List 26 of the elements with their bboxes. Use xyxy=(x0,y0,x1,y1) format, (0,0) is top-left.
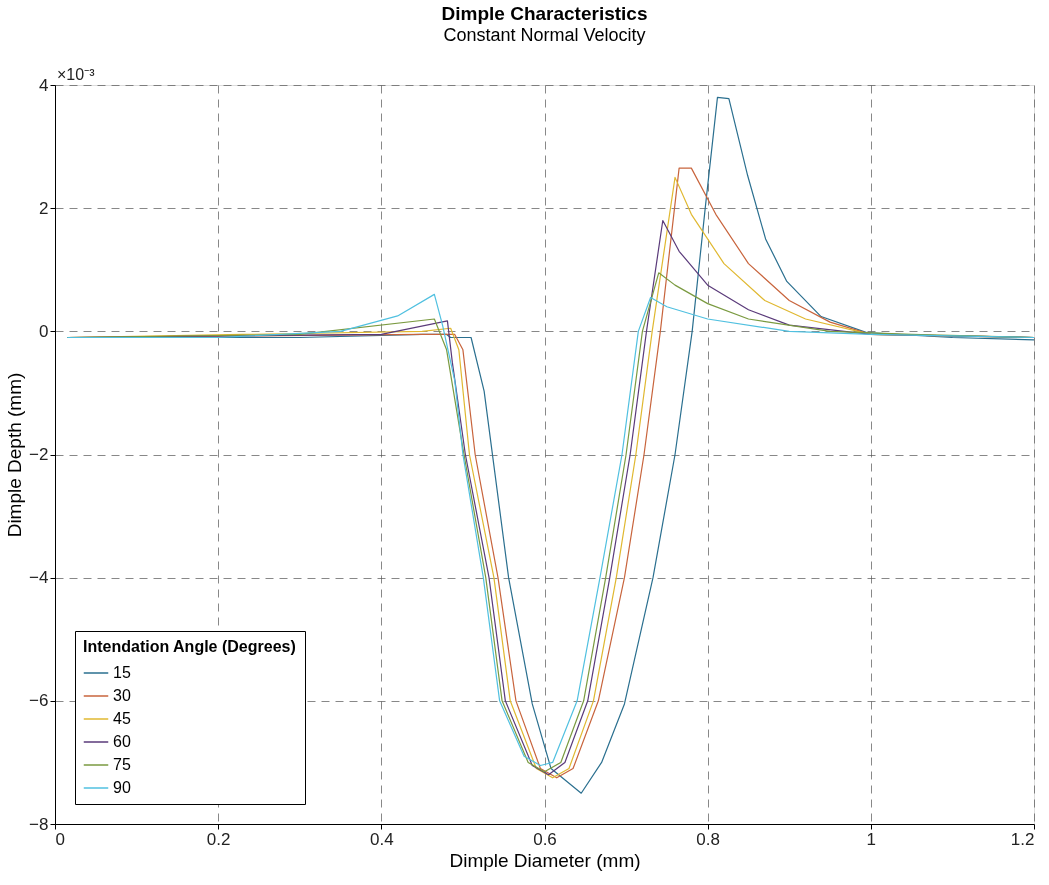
y-tick-label: 4 xyxy=(39,75,49,95)
legend-label: 90 xyxy=(113,779,131,796)
y-tick-label: −2 xyxy=(29,445,49,464)
x-tick-label: 0.2 xyxy=(206,829,231,849)
x-tick-label: 1.2 xyxy=(1010,829,1035,849)
chart-subtitle: Constant Normal Velocity xyxy=(443,25,646,45)
y-tick-label: 2 xyxy=(39,198,49,218)
x-tick-label: 0.8 xyxy=(696,829,720,849)
legend-label: 45 xyxy=(113,710,131,727)
x-tick-label: 0.4 xyxy=(370,829,394,849)
x-tick-label: 0 xyxy=(55,829,65,849)
y-tick-label: 0 xyxy=(39,321,49,341)
chart-title: Dimple Characteristics xyxy=(441,3,648,24)
x-tick-label: 0.6 xyxy=(533,829,557,849)
legend-label: 60 xyxy=(113,733,131,750)
y-axis-title: Dimple Depth (mm) xyxy=(4,372,26,538)
legend-label: 30 xyxy=(113,687,131,704)
legend-label: 15 xyxy=(113,664,131,681)
y-tick-label: −8 xyxy=(29,814,49,834)
x-tick-label: 1 xyxy=(866,829,877,849)
legend-title: Intendation Angle (Degrees) xyxy=(83,638,296,655)
y-tick-label: −6 xyxy=(29,691,49,711)
legend-label: 75 xyxy=(113,756,131,773)
y-tick-label: −4 xyxy=(29,568,49,588)
text: ×10⁻³ xyxy=(57,66,96,83)
x-axis-title: Dimple Diameter (mm) xyxy=(449,849,641,871)
